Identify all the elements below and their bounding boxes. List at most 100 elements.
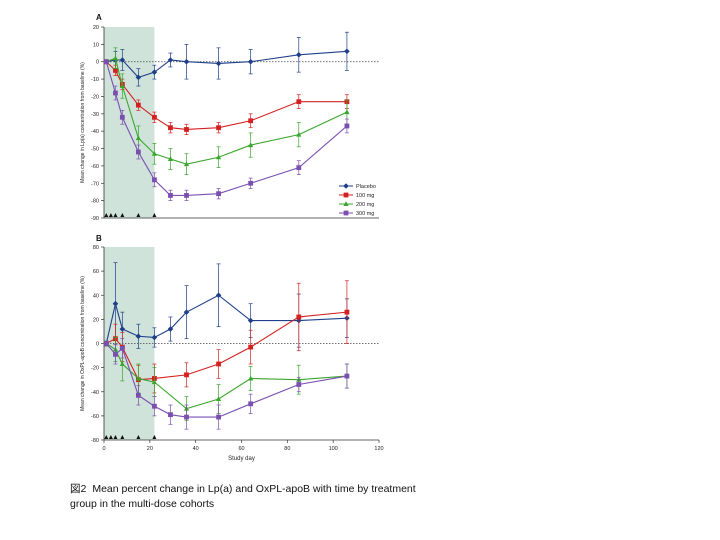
data-point	[183, 309, 190, 315]
legend-swatch-marker	[343, 192, 349, 198]
y-tick-label: -90	[91, 216, 99, 222]
data-point	[344, 123, 350, 129]
data-point	[248, 375, 254, 381]
data-point	[135, 74, 142, 81]
data-point	[248, 118, 254, 124]
y-tick-label: -40	[91, 129, 99, 135]
data-point	[135, 375, 141, 381]
data-point	[296, 99, 302, 105]
y-tick-label: -40	[91, 390, 99, 396]
data-point	[151, 150, 158, 156]
data-point	[216, 125, 221, 131]
data-point	[215, 60, 222, 67]
legend-swatch-marker	[343, 183, 349, 189]
data-point	[216, 361, 221, 367]
y-axis-title: Mean change in Lp(a) concentration from …	[80, 62, 86, 183]
data-point	[216, 191, 221, 197]
x-tick-label: 60	[238, 446, 244, 452]
dosing-day-marker	[104, 213, 109, 217]
data-point	[168, 193, 173, 198]
dosing-day-marker	[113, 213, 118, 217]
dosing-day-marker	[104, 435, 109, 439]
data-point	[344, 309, 350, 315]
legend: Placebo 100 mg 200 mg 300 mg	[339, 183, 376, 217]
data-point	[215, 292, 222, 299]
data-point	[135, 135, 141, 141]
caption-prefix: 図2	[70, 483, 87, 495]
y-axis-title: Mean change in OxPL-apoB concentration f…	[80, 276, 86, 411]
y-tick-label: 0	[96, 342, 99, 348]
y-tick-label: 80	[93, 245, 99, 251]
data-point	[152, 177, 157, 183]
data-point	[135, 333, 142, 340]
data-point	[248, 344, 254, 350]
data-point	[119, 83, 125, 89]
data-point	[248, 401, 254, 407]
series-line	[106, 311, 347, 381]
y-tick-label: -10	[91, 77, 99, 83]
panel-label: A	[96, 13, 102, 22]
data-point	[151, 334, 158, 341]
dosing-day-marker	[108, 435, 113, 439]
data-point	[344, 373, 350, 379]
data-point	[296, 314, 302, 320]
series-300-mg	[103, 338, 350, 430]
dosing-day-marker	[152, 213, 157, 217]
data-point	[167, 156, 174, 161]
data-point	[344, 109, 350, 115]
data-point	[184, 414, 189, 420]
x-tick-label: 40	[193, 446, 199, 452]
legend-swatch-marker	[343, 201, 349, 206]
data-point	[119, 345, 125, 351]
legend-entry: 200 mg	[356, 202, 374, 208]
data-point	[168, 125, 173, 131]
data-point	[151, 69, 158, 75]
series-line	[105, 343, 347, 410]
data-point	[103, 341, 109, 346]
legend-entry: 300 mg	[356, 211, 374, 217]
dosing-day-marker	[108, 213, 113, 217]
y-tick-label: -60	[91, 414, 99, 420]
y-tick-label: -70	[91, 181, 99, 187]
y-tick-label: -80	[91, 438, 99, 444]
legend-swatch-marker	[343, 210, 349, 216]
data-point	[215, 396, 222, 401]
x-tick-label: 20	[147, 446, 153, 452]
y-tick-label: -20	[91, 366, 99, 372]
x-tick-label: 120	[374, 446, 383, 452]
data-point	[215, 154, 222, 160]
data-point	[248, 142, 254, 148]
data-point	[183, 58, 190, 65]
data-point	[113, 68, 118, 73]
data-point	[183, 161, 190, 167]
data-point	[119, 326, 126, 332]
caption-text: Mean percent change in Lp(a) and OxPL-ap…	[70, 483, 416, 510]
dosing-day-marker	[120, 435, 125, 439]
data-point	[167, 57, 174, 63]
data-point	[295, 51, 302, 58]
data-point	[119, 114, 125, 120]
y-tick-label: 10	[93, 42, 99, 48]
data-point	[168, 412, 173, 418]
dosing-day-marker	[136, 435, 141, 439]
dosing-day-marker	[113, 435, 118, 439]
data-point	[167, 326, 174, 332]
y-tick-label: -50	[91, 147, 99, 153]
data-point	[344, 48, 350, 55]
series-300-mg	[103, 59, 350, 201]
x-tick-label: 80	[284, 446, 290, 452]
data-point	[119, 57, 126, 63]
data-point	[248, 180, 254, 186]
y-tick-label: 60	[93, 269, 99, 275]
data-point	[135, 149, 141, 155]
data-point	[247, 58, 254, 65]
dosing-day-marker	[152, 435, 157, 439]
y-tick-label: -60	[91, 164, 99, 170]
x-axis-title: Study day	[228, 456, 255, 462]
x-tick-label: 0	[102, 446, 105, 452]
y-tick-label: -80	[91, 199, 99, 205]
data-point	[184, 127, 189, 132]
dosing-day-marker	[136, 213, 141, 217]
